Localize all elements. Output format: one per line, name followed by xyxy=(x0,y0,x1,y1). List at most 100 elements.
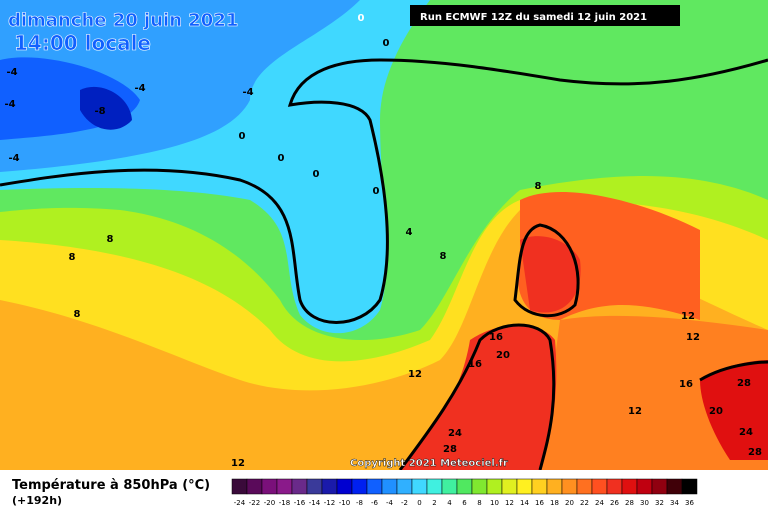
contour-label: -4 xyxy=(8,153,19,164)
scale-label: -10 xyxy=(339,499,350,507)
legend-subtitle: (+192h) xyxy=(12,494,62,507)
scale-label: 22 xyxy=(580,499,589,507)
field-red xyxy=(520,236,581,313)
contour-label: 0 xyxy=(373,186,380,197)
contour-label: 12 xyxy=(231,458,245,469)
contour-label: 8 xyxy=(69,252,76,263)
color-swatch xyxy=(471,478,488,495)
color-swatch xyxy=(351,478,368,495)
contour-label: 16 xyxy=(468,359,482,370)
contour-label: 28 xyxy=(737,378,751,389)
scale-label: 8 xyxy=(477,499,481,507)
scale-label: 32 xyxy=(655,499,664,507)
color-swatch xyxy=(651,478,668,495)
scale-label: 28 xyxy=(625,499,634,507)
scale-label: 0 xyxy=(417,499,421,507)
scale-label: 24 xyxy=(595,499,604,507)
color-swatch xyxy=(261,478,278,495)
contour-label: 8 xyxy=(440,251,447,262)
field-deep-blue xyxy=(80,86,132,130)
color-swatch xyxy=(246,478,263,495)
contour-label: 0 xyxy=(383,38,390,49)
isotherm xyxy=(699,360,768,382)
color-swatch xyxy=(576,478,593,495)
contour-labels: 0 0 -4 -4 -4 -8 -4 -4 0 0 0 0 8 8 8 4 8 … xyxy=(4,13,762,469)
color-swatch xyxy=(231,478,248,495)
map-field xyxy=(0,0,768,471)
scale-label: -8 xyxy=(356,499,363,507)
color-swatch xyxy=(441,478,458,495)
scale-label: 2 xyxy=(432,499,436,507)
contour-label: 12 xyxy=(628,406,642,417)
color-swatch xyxy=(291,478,308,495)
isotherm xyxy=(398,323,556,471)
contour-label: 0 xyxy=(239,131,246,142)
scale-label: 6 xyxy=(462,499,467,507)
color-swatch xyxy=(381,478,398,495)
scale-label: -12 xyxy=(324,499,335,507)
contour-label: -4 xyxy=(134,83,145,94)
isotherm xyxy=(513,223,580,318)
scale-label: -16 xyxy=(294,499,306,507)
color-swatch xyxy=(561,478,578,495)
field-red xyxy=(400,325,557,470)
scale-label: 20 xyxy=(565,499,574,507)
color-swatch xyxy=(501,478,518,495)
color-swatch xyxy=(396,478,413,495)
scale-label: 26 xyxy=(610,499,619,507)
contour-label: 28 xyxy=(748,447,762,458)
scale-label: 30 xyxy=(640,499,649,507)
contour-label: 0 xyxy=(278,153,285,164)
color-swatch xyxy=(606,478,623,495)
copyright: Copyright 2021 Meteociel.fr xyxy=(350,458,508,469)
contour-label: 16 xyxy=(679,379,693,390)
color-swatch xyxy=(321,478,338,495)
contour-label: -4 xyxy=(242,87,253,98)
color-swatch xyxy=(306,478,323,495)
scale-label: 18 xyxy=(550,499,559,507)
scale-label: -2 xyxy=(401,499,408,507)
field-dark-red xyxy=(700,360,768,460)
color-swatch xyxy=(546,478,563,495)
color-scale: -24 -22 -20 -18 -16 -14 -12 -10 -8 -6 -4 -2 0 2 4 6 8 10 1… xyxy=(231,478,698,507)
contour-label: 0 xyxy=(313,169,320,180)
scale-label: 10 xyxy=(490,499,499,507)
scale-label: -20 xyxy=(264,499,275,507)
legend-title: Température à 850hPa (°C) xyxy=(12,478,210,493)
color-swatch xyxy=(456,478,473,495)
contour-label: 20 xyxy=(709,406,723,417)
color-swatch xyxy=(681,478,698,495)
contour-label: 12 xyxy=(686,332,700,343)
contour-label: 16 xyxy=(489,332,503,343)
contour-label: -4 xyxy=(4,99,15,110)
color-swatch xyxy=(636,478,653,495)
run-box xyxy=(410,5,680,26)
color-swatch xyxy=(531,478,548,495)
isotherm xyxy=(0,58,768,324)
contour-label: 0 xyxy=(358,13,365,24)
color-swatch xyxy=(666,478,683,495)
scale-label: 12 xyxy=(505,499,514,507)
contour-label: 12 xyxy=(408,369,422,380)
field-orange xyxy=(540,315,768,470)
contour-label: 28 xyxy=(443,444,457,455)
color-swatch xyxy=(426,478,443,495)
color-swatch xyxy=(366,478,383,495)
scale-label: -14 xyxy=(309,499,321,507)
forecast-time: 14:00 locale xyxy=(14,31,151,55)
contour-label: 4 xyxy=(406,227,413,238)
scale-label: -24 xyxy=(234,499,246,507)
contour-label: 20 xyxy=(496,350,510,361)
scale-label: -18 xyxy=(279,499,290,507)
color-swatch xyxy=(486,478,503,495)
scale-label: -22 xyxy=(249,499,260,507)
color-swatch xyxy=(621,478,638,495)
scale-label: 36 xyxy=(685,499,694,507)
contour-label: 24 xyxy=(448,428,462,439)
scale-label: -6 xyxy=(371,499,379,507)
run-info: Run ECMWF 12Z du samedi 12 juin 2021 xyxy=(420,12,647,23)
color-swatch xyxy=(336,478,353,495)
color-swatch xyxy=(516,478,533,495)
